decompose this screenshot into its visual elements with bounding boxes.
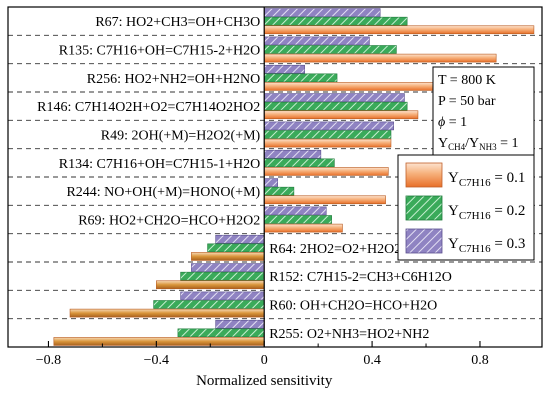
category-label: R152: C7H15-2=CH3+C6H12O	[269, 270, 452, 285]
conditions-box: T = 800 K P = 50 bar ϕ = 1 YCH4/YNH3 = 1	[432, 66, 535, 157]
ratio-value: = 1	[497, 136, 519, 151]
category-label: R146: C7H14O2H+O2=C7H14O2HO2	[37, 100, 260, 115]
bar-r4-y0.1	[263, 138, 392, 148]
condition-temperature: T = 800 K	[438, 73, 496, 88]
bar-r5-y0.2	[263, 158, 335, 168]
bar-r11-y0.2	[177, 328, 265, 338]
category-label: R134: C7H16+OH=C7H15-1+H2O	[59, 157, 260, 172]
bar-r4-y0.3	[263, 121, 394, 131]
bar-r9-y0.3	[191, 263, 265, 272]
category-label: R244: NO+OH(+M)=HONO(+M)	[66, 185, 260, 200]
category-label: R64: 2HO2=O2+H2O2	[269, 242, 401, 257]
bar-r9-y0.1	[156, 280, 265, 290]
bar-r10-y0.1	[69, 308, 265, 318]
bar-r6-y0.1	[263, 195, 386, 205]
bar-r7-y0.1	[263, 223, 343, 233]
bar-r7-y0.3	[263, 206, 327, 216]
bar-r3-y0.3	[263, 93, 405, 102]
legend-swatch-0.2	[405, 195, 443, 221]
bar-r5-y0.1	[263, 167, 389, 176]
bar-r8-y0.2	[207, 243, 265, 253]
condition-equivalence-ratio: ϕ = 1	[438, 115, 467, 130]
bar-r8-y0.1	[191, 252, 265, 261]
x-tick-label: 0.8	[471, 353, 489, 368]
bar-r11-y0.1	[53, 337, 265, 346]
condition-fuel-ratio: YCH4/YNH3 = 1	[438, 136, 519, 152]
bar-r1-y0.2	[263, 45, 397, 54]
legend-label-0.3: YC7H16 = 0.3	[448, 236, 525, 255]
bar-r1-y0.1	[263, 53, 497, 63]
bar-r2-y0.3	[263, 64, 305, 74]
x-tick-label: −0.4	[144, 353, 169, 368]
bar-r10-y0.3	[180, 291, 265, 301]
category-label: R255: O2+NH3=HO2+NH2	[269, 327, 429, 342]
ratio-slash: /Y	[465, 136, 479, 151]
ratio-sub2: NH3	[479, 142, 497, 152]
ratio-y1: Y	[438, 136, 448, 151]
bar-r3-y0.1	[263, 110, 419, 120]
category-label: R69: HO2+CH2O=HCO+H2O2	[78, 214, 260, 229]
legend-swatch-0.3	[405, 228, 443, 254]
bar-r0-y0.3	[263, 8, 381, 17]
bar-r8-y0.3	[215, 234, 265, 244]
phi-value: = 1	[445, 115, 467, 130]
x-tick-label: −0.8	[36, 353, 61, 368]
plot-frame	[7, 6, 543, 348]
category-label: R49: 2OH(+M)=H2O2(+M)	[101, 129, 261, 144]
category-labels: R67: HO2+CH3=OH+CH3O R135: C7H16+OH=C7H15…	[37, 15, 452, 342]
bar-r1-y0.3	[263, 36, 370, 46]
legend-swatch-0.1	[405, 162, 443, 188]
phi-symbol: ϕ	[438, 115, 445, 130]
legend: YC7H16 = 0.1 YC7H16 = 0.2 YC7H16 = 0.3	[397, 154, 535, 261]
x-tick-label: 0	[261, 353, 268, 368]
x-tick-label: 0.4	[363, 353, 381, 368]
x-axis-label: Normalized sensitivity	[196, 373, 333, 389]
legend-label-0.2: YC7H16 = 0.2	[448, 203, 525, 222]
bar-r3-y0.2	[263, 101, 408, 111]
bar-r5-y0.3	[263, 149, 322, 159]
category-label: R67: HO2+CH3=OH+CH3O	[95, 15, 260, 30]
category-label: R256: HO2+NH2=OH+H2NO	[87, 72, 260, 87]
condition-pressure: P = 50 bar	[438, 94, 496, 109]
bar-r10-y0.2	[153, 300, 265, 309]
bar-r6-y0.3	[263, 178, 278, 187]
bar-r9-y0.2	[180, 271, 265, 281]
bar-r6-y0.2	[263, 186, 295, 196]
bar-r2-y0.1	[263, 82, 440, 91]
bar-r0-y0.2	[263, 16, 408, 26]
category-label: R60: OH+CH2O=HCO+H2O	[269, 299, 437, 314]
bar-r7-y0.2	[263, 215, 332, 224]
bar-r4-y0.2	[263, 130, 392, 139]
bar-r11-y0.3	[215, 319, 265, 329]
legend-label-0.1: YC7H16 = 0.1	[448, 170, 525, 189]
bar-r0-y0.1	[263, 25, 535, 35]
bar-r2-y0.2	[263, 73, 338, 83]
category-label: R135: C7H16+OH=C7H15-2+H2O	[59, 44, 260, 59]
ratio-sub1: CH4	[448, 142, 466, 152]
x-axis: −0.8 −0.4 0 0.4 0.8	[36, 341, 489, 368]
